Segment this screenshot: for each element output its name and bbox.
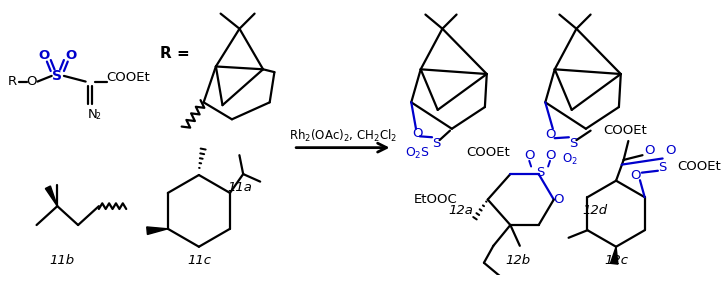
Text: S: S [658,161,667,174]
Polygon shape [45,186,58,206]
Text: R =: R = [161,46,190,61]
Text: 11b: 11b [50,254,74,267]
Text: 11a: 11a [227,181,252,194]
Text: O$_2$S: O$_2$S [405,146,430,161]
Text: COOEt: COOEt [678,160,721,173]
Text: 12a: 12a [448,204,473,217]
Text: O: O [665,144,676,157]
Text: O: O [630,169,640,182]
Text: $_2$: $_2$ [95,110,102,123]
Text: Rh$_2$(OAc)$_2$, CH$_2$Cl$_2$: Rh$_2$(OAc)$_2$, CH$_2$Cl$_2$ [288,128,397,144]
Text: 12d: 12d [583,204,608,217]
Text: EtOOC: EtOOC [414,193,458,206]
Text: S: S [570,137,578,150]
Text: O: O [65,49,76,62]
Text: O: O [545,149,555,162]
Text: 11c: 11c [187,254,211,267]
Text: N: N [87,108,97,121]
Text: O$_2$: O$_2$ [562,151,578,166]
Text: COOEt: COOEt [603,124,647,137]
Text: R: R [7,75,17,88]
Text: O: O [553,193,564,206]
Polygon shape [611,247,618,264]
Text: COOEt: COOEt [466,146,510,159]
Text: S: S [53,69,62,83]
Text: S: S [433,137,441,150]
Text: O: O [524,149,534,162]
Text: O: O [412,127,423,140]
Text: O: O [546,128,556,141]
Text: O: O [38,49,50,62]
Text: COOEt: COOEt [106,71,150,84]
Text: O: O [644,144,655,157]
Polygon shape [147,227,168,234]
Text: 12c: 12c [604,254,628,267]
Text: 12b: 12b [505,254,531,267]
Text: S: S [536,166,545,179]
Text: O: O [27,75,37,88]
